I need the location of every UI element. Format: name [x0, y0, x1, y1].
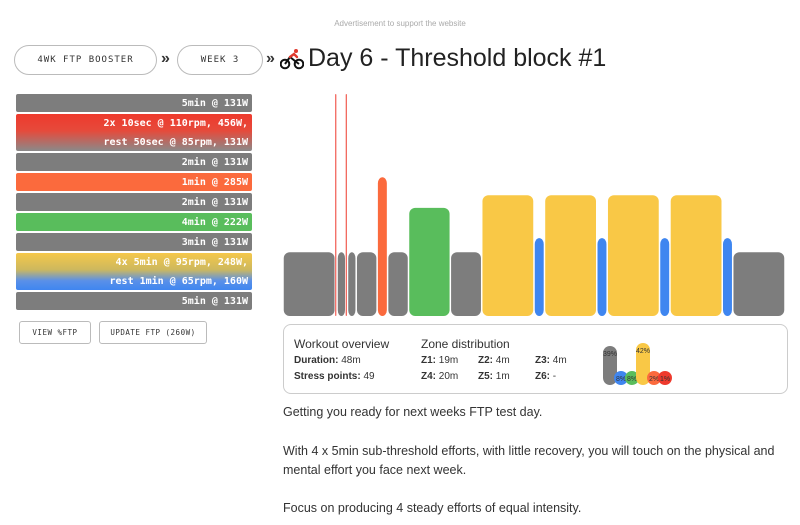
- zone-stat-z3: Z3: 4m: [535, 355, 567, 366]
- workout-step: 2min @ 131W: [16, 193, 252, 211]
- zone-value: -: [552, 371, 557, 382]
- workout-overview-panel: Workout overview Duration: 48m Stress po…: [283, 324, 788, 394]
- description-line: Focus on producing 4 steady efforts of e…: [283, 501, 582, 515]
- workout-step: 2x 10sec @ 110rpm, 456W, rest 50sec @ 85r…: [16, 114, 252, 151]
- profile-segment-yellow: [545, 195, 596, 316]
- workout-step: 5min @ 131W: [16, 292, 252, 310]
- zone-label: Z2:: [478, 355, 493, 366]
- description-paragraph: With 4 x 5min sub-threshold efforts, wit…: [283, 444, 775, 477]
- duration-label: Duration:: [294, 355, 339, 366]
- workout-step: 3min @ 131W: [16, 233, 252, 251]
- zone-bar: [603, 346, 617, 385]
- zone-bar: [658, 371, 672, 385]
- zone-stat-z2: Z2: 4m: [478, 355, 510, 366]
- stress-points-label: Stress points:: [294, 371, 361, 382]
- step-text: 4x 5min @ 95rpm, 248W,: [115, 256, 248, 268]
- zone-bar: [614, 371, 628, 385]
- zone-bar: [636, 343, 650, 385]
- profile-segment-yellow: [482, 195, 534, 316]
- step-text: 2min @ 131W: [181, 156, 248, 168]
- profile-segment-blue: [723, 238, 732, 316]
- workout-steps-list: 5min @ 131W 2x 10sec @ 110rpm, 456W, rest…: [16, 94, 252, 312]
- workout-step: 5min @ 131W: [16, 94, 252, 112]
- zone-distribution-heading: Zone distribution: [421, 337, 510, 351]
- profile-segment-red: [345, 94, 347, 316]
- profile-segment-grey: [388, 252, 408, 316]
- zone-percent-label: 42%: [636, 348, 650, 355]
- profile-segment-grey: [451, 252, 481, 316]
- profile-segment-grey: [733, 252, 785, 316]
- profile-segment-orange: [377, 177, 387, 316]
- zone-stat-z1: Z1: 19m: [421, 355, 458, 366]
- advertisement-note: Advertisement to support the website: [334, 19, 466, 28]
- zone-distribution-chart: 39% 8% 8% 42% 2% 1%: [603, 343, 672, 385]
- workout-profile-svg: [283, 94, 785, 316]
- update-ftp-button[interactable]: UPDATE FTP (260W): [99, 321, 207, 344]
- breadcrumb-separator: »: [266, 50, 275, 67]
- zone-stat-z5: Z5: 1m: [478, 371, 510, 382]
- profile-segment-red: [335, 94, 337, 316]
- profile-segment-grey: [337, 252, 345, 316]
- description-line: Getting you ready for next weeks FTP tes…: [283, 405, 543, 419]
- step-text: 2x 10sec @ 110rpm, 456W,: [103, 117, 249, 129]
- step-text: rest 50sec @ 85rpm, 131W: [103, 136, 249, 148]
- page-title: Day 6 - Threshold block #1: [308, 44, 607, 72]
- zone-value: 4m: [495, 355, 510, 366]
- zone-value: 1m: [495, 371, 510, 382]
- duration-stat: Duration: 48m: [294, 355, 361, 366]
- profile-segment-blue: [597, 238, 607, 316]
- step-text: 5min @ 131W: [181, 295, 248, 307]
- profile-segment-grey: [283, 252, 335, 316]
- zone-percent-label: 1%: [660, 376, 670, 383]
- zone-percent-label: 39%: [603, 351, 617, 358]
- breadcrumb-separator: »: [161, 50, 170, 67]
- workout-step: 2min @ 131W: [16, 153, 252, 171]
- workout-step: 4x 5min @ 95rpm, 248W, rest 1min @ 65rpm,…: [16, 253, 252, 290]
- workout-profile-graph: [283, 94, 785, 316]
- zone-label: Z5:: [478, 371, 493, 382]
- workout-step: 4min @ 222W: [16, 213, 252, 231]
- step-text: 4min @ 222W: [181, 216, 248, 228]
- zone-label: Z3:: [535, 355, 550, 366]
- view-percent-ftp-button[interactable]: VIEW %FTP: [19, 321, 91, 344]
- zone-bar: [625, 371, 639, 385]
- workout-step: 1min @ 285W: [16, 173, 252, 191]
- stress-points-value: 49: [363, 371, 375, 382]
- profile-segment-green: [409, 207, 450, 316]
- profile-segment-yellow: [670, 195, 722, 316]
- zone-label: Z4:: [421, 371, 436, 382]
- profile-segment-blue: [660, 238, 670, 316]
- profile-segment-blue: [534, 238, 544, 316]
- profile-segment-yellow: [607, 195, 659, 316]
- zone-percent-label: 2%: [649, 376, 659, 383]
- zone-value: 4m: [552, 355, 567, 366]
- breadcrumb-week-button[interactable]: WEEK 3: [177, 45, 263, 75]
- zone-label: Z1:: [421, 355, 436, 366]
- cyclist-icon: [280, 49, 304, 70]
- step-text: 1min @ 285W: [181, 176, 248, 188]
- zone-label: Z6:: [535, 371, 550, 382]
- zone-value: 20m: [438, 371, 459, 382]
- step-text: 5min @ 131W: [181, 97, 248, 109]
- stress-points-stat: Stress points: 49: [294, 371, 375, 382]
- profile-segment-grey: [356, 252, 377, 316]
- profile-segment-grey: [348, 252, 356, 316]
- breadcrumb-plan-button[interactable]: 4WK FTP BOOSTER: [14, 45, 157, 75]
- zone-stat-z6: Z6: -: [535, 371, 556, 382]
- step-text: rest 1min @ 65rpm, 160W: [109, 275, 248, 287]
- zone-percent-label: 8%: [627, 376, 637, 383]
- step-text: 2min @ 131W: [181, 196, 248, 208]
- zone-percent-label: 8%: [616, 376, 626, 383]
- step-text: 3min @ 131W: [181, 236, 248, 248]
- zone-stat-z4: Z4: 20m: [421, 371, 458, 382]
- duration-value: 48m: [341, 355, 361, 366]
- zone-value: 19m: [438, 355, 459, 366]
- workout-overview-heading: Workout overview: [294, 337, 390, 351]
- zone-bar: [647, 371, 661, 385]
